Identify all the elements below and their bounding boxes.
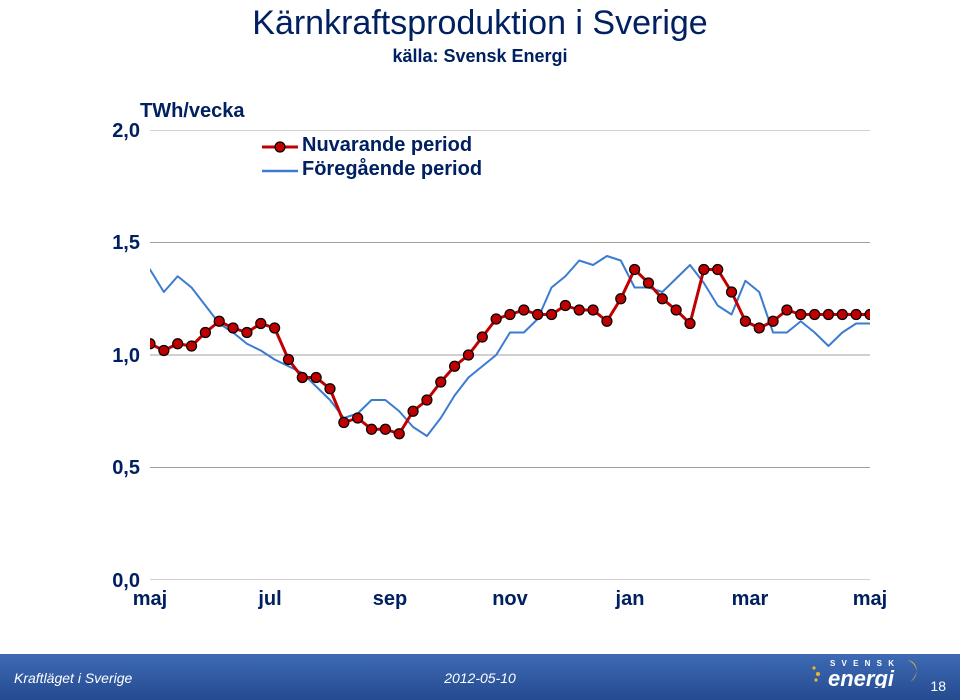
svg-text:energi: energi — [828, 666, 895, 688]
y-tick: 2,0 — [100, 120, 140, 143]
y-tick: 0,5 — [100, 457, 140, 480]
y-tick: 1,0 — [100, 345, 140, 368]
x-tick: jul — [240, 588, 300, 611]
svensk-energi-logo: S V E N S K energi — [810, 654, 920, 688]
x-tick: mar — [720, 588, 780, 611]
page-subtitle: källa: Svensk Energi — [0, 46, 960, 67]
y-axis-label: TWh/vecka — [140, 100, 244, 123]
y-tick: 1,5 — [100, 232, 140, 255]
x-tick: nov — [480, 588, 540, 611]
x-tick: maj — [840, 588, 900, 611]
page-title: Kärnkraftsproduktion i Sverige — [0, 4, 960, 43]
footer-page-number: 18 — [930, 678, 946, 694]
chart-canvas — [150, 130, 870, 580]
x-tick: maj — [120, 588, 180, 611]
x-tick: jan — [600, 588, 660, 611]
x-tick: sep — [360, 588, 420, 611]
